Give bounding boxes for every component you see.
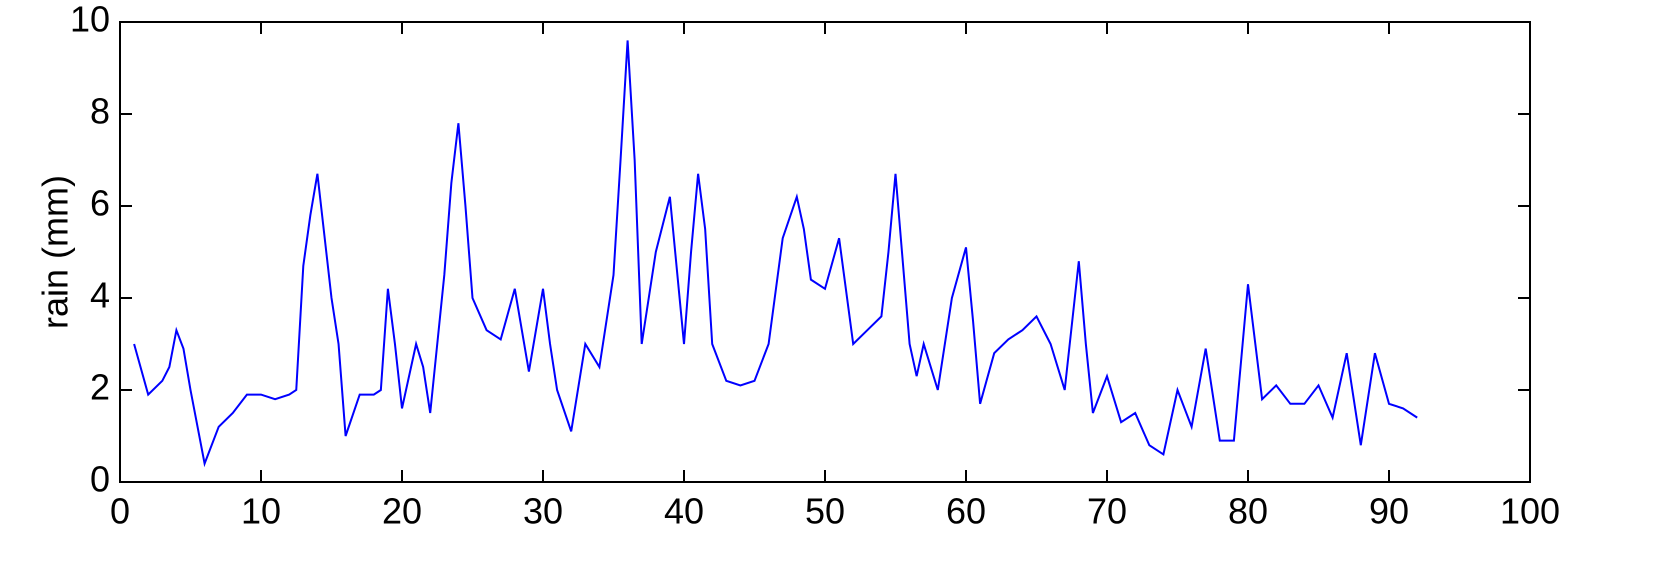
x-tick-label: 50: [805, 491, 845, 532]
x-tick-label: 70: [1087, 491, 1127, 532]
x-tick-label: 80: [1228, 491, 1268, 532]
x-tick-label: 40: [664, 491, 704, 532]
data-line: [133, 40, 1418, 468]
y-tick-label: 2: [90, 367, 110, 408]
y-tick-label: 0: [90, 459, 110, 500]
x-tick-label: 90: [1369, 491, 1409, 532]
plot-frame: [119, 21, 1531, 483]
y-tick-label: 8: [90, 91, 110, 132]
x-tick-label: 100: [1500, 491, 1560, 532]
x-tick-label: 30: [523, 491, 563, 532]
x-tick-label: 60: [946, 491, 986, 532]
x-tick-label: 10: [241, 491, 281, 532]
y-tick-label: 10: [70, 0, 110, 40]
y-tick-label: 4: [90, 275, 110, 316]
x-tick-label: 0: [110, 491, 130, 532]
x-tick-label: 20: [382, 491, 422, 532]
y-axis-label: rain (mm): [35, 175, 76, 329]
y-tick-label: 6: [90, 183, 110, 224]
